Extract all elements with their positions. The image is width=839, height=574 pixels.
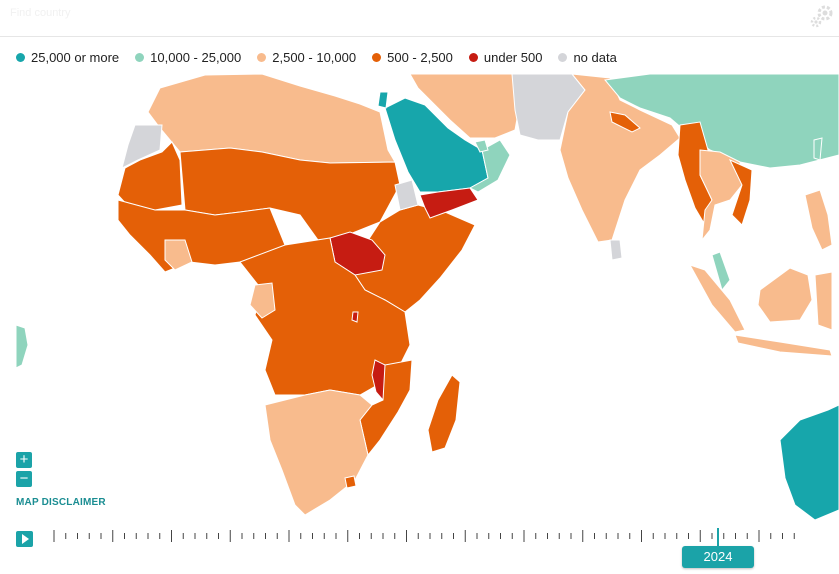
legend-item-no-data: no data — [558, 50, 617, 65]
region-sumatra[interactable] — [688, 264, 746, 333]
region-yemen[interactable] — [419, 187, 479, 219]
legend-item-2500-10000: 2,500 - 10,000 — [257, 50, 356, 65]
legend-item-under-500: under 500 — [468, 50, 543, 65]
region-philippines[interactable] — [804, 189, 833, 251]
region-north-africa[interactable] — [147, 73, 396, 164]
map-disclaimer-link[interactable]: MAP DISCLAIMER — [16, 497, 106, 508]
region-borneo[interactable] — [757, 267, 813, 323]
region-thailand-laos[interactable] — [699, 149, 743, 242]
legend-label: 500 - 2,500 — [387, 50, 453, 65]
region-liberia[interactable] — [249, 282, 276, 319]
year-handle[interactable]: 2024 — [682, 546, 754, 568]
region-gulf-states[interactable] — [474, 139, 489, 153]
region-vietnam[interactable] — [728, 158, 753, 226]
region-madagascar[interactable] — [427, 374, 461, 453]
region-east-indonesia[interactable] — [814, 271, 833, 331]
timeline-ticks — [53, 530, 795, 542]
legend-label: no data — [573, 50, 617, 65]
region-western-sahara[interactable] — [121, 124, 163, 169]
legend-dot-icon — [135, 53, 145, 62]
legend-item-500-2500: 500 - 2,500 — [372, 50, 453, 65]
region-mozambique[interactable] — [359, 359, 413, 457]
region-levant[interactable] — [377, 91, 389, 109]
gear-icon[interactable] — [806, 2, 836, 32]
region-oman[interactable] — [468, 139, 511, 193]
top-bar: Find country — [0, 0, 839, 37]
region-southern-africa[interactable] — [264, 389, 373, 516]
play-button[interactable] — [16, 531, 33, 547]
legend-item-10000-25000: 10,000 - 25,000 — [135, 50, 241, 65]
timeline-handle-stem — [717, 528, 719, 546]
zoom-out-button[interactable]: − — [16, 471, 32, 487]
legend-label: 25,000 or more — [31, 50, 120, 65]
search-input[interactable]: Find country — [10, 7, 71, 19]
legend-label: 10,000 - 25,000 — [150, 50, 242, 65]
legend-label: 2,500 - 10,000 — [272, 50, 357, 65]
world-map[interactable] — [0, 72, 839, 522]
legend-dot-icon — [558, 53, 568, 62]
region-ghana-nigeria[interactable] — [164, 239, 193, 271]
region-sri-lanka[interactable] — [609, 239, 623, 261]
year-timeline[interactable] — [50, 528, 810, 548]
legend-dot-icon — [468, 53, 478, 62]
zoom-in-button[interactable]: + — [16, 452, 32, 468]
region-burundi[interactable] — [351, 311, 359, 323]
region-nepal[interactable] — [609, 111, 641, 133]
map-legend: 25,000 or more 10,000 - 25,000 2,500 - 1… — [16, 50, 617, 65]
region-malay-peninsula[interactable] — [711, 251, 731, 292]
legend-dot-icon — [16, 53, 25, 62]
region-lesotho[interactable] — [344, 475, 357, 489]
legend-dot-icon — [257, 53, 267, 62]
legend-dot-icon — [372, 53, 382, 62]
legend-label: under 500 — [483, 50, 543, 65]
legend-item-25000-plus: 25,000 or more — [16, 50, 119, 65]
region-java-islands[interactable] — [734, 334, 833, 357]
region-taiwan[interactable] — [813, 137, 823, 161]
region-djibouti-somaliland[interactable] — [394, 179, 419, 211]
region-india[interactable] — [559, 73, 681, 243]
region-australia[interactable] — [779, 404, 839, 521]
region-cape-verde-azores[interactable] — [15, 324, 29, 369]
